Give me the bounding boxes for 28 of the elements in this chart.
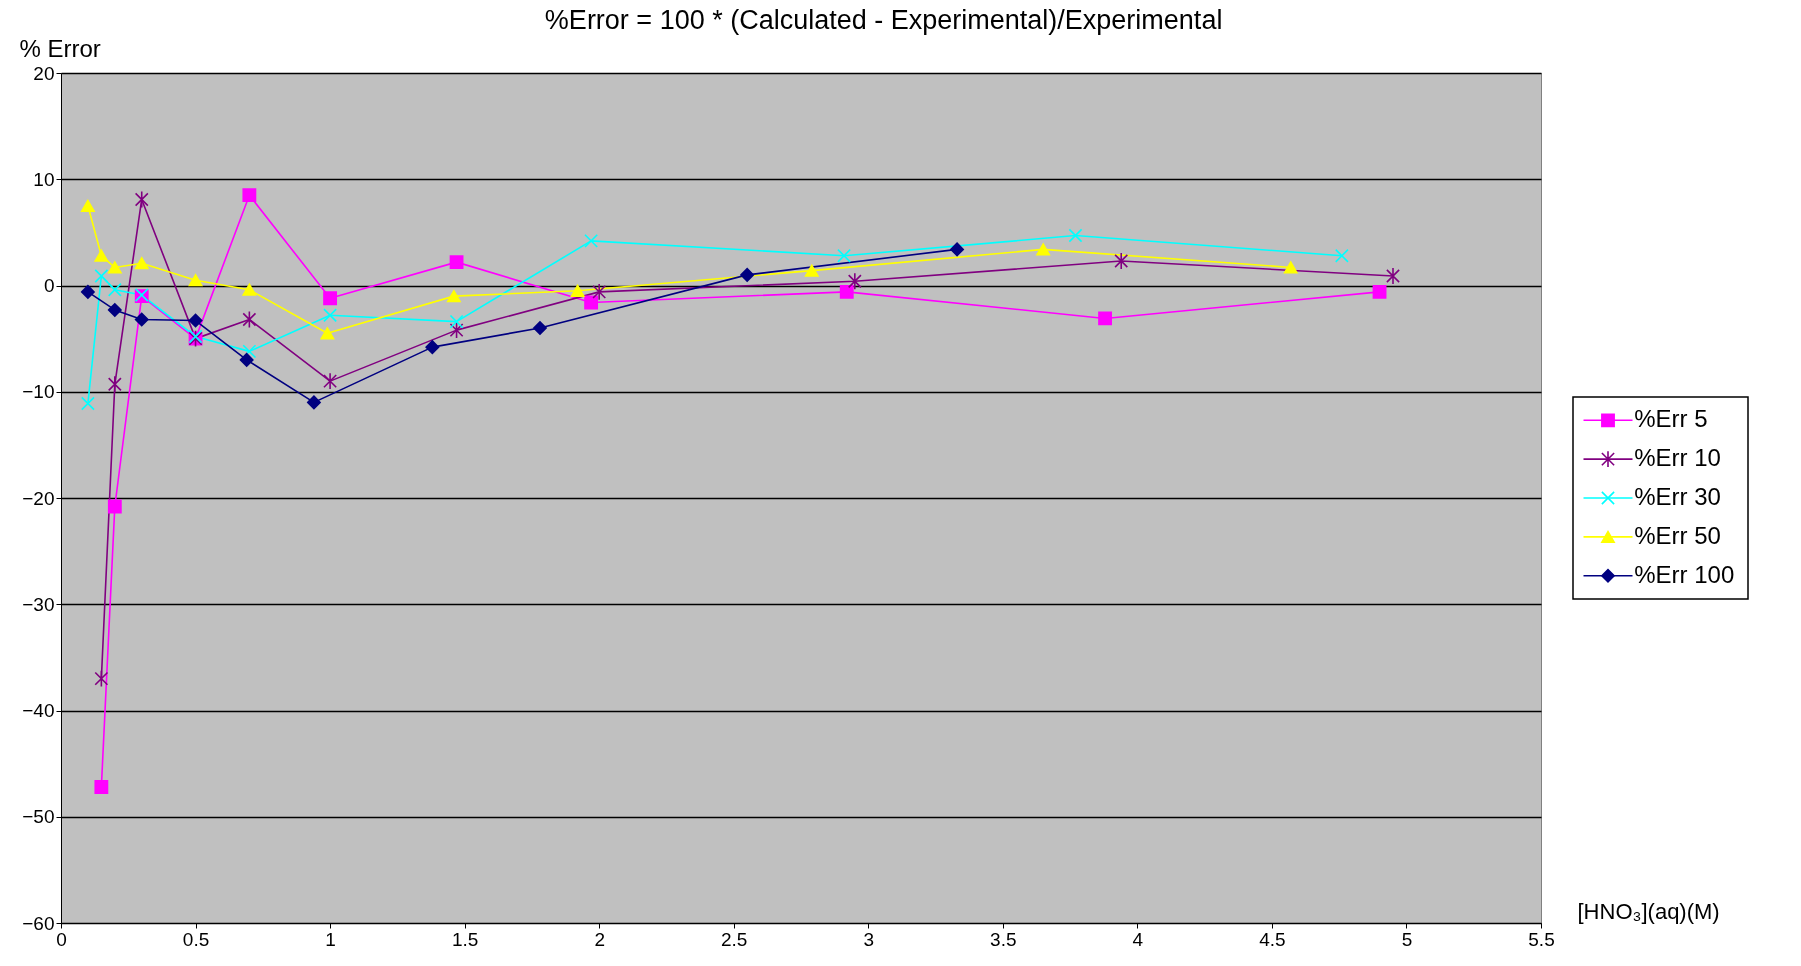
x-tick-label: 1	[325, 928, 336, 950]
y-tick-label: 0	[43, 275, 55, 296]
x-tick-label: 4.5	[1259, 928, 1286, 950]
x-tick-label: 5	[1401, 928, 1413, 950]
y-axis-title: % Error	[19, 34, 101, 62]
legend-label: %Err 5	[1634, 405, 1708, 433]
x-tick-label: 4	[1132, 928, 1144, 950]
x-axis-title: [HNO₃](aq)(M)	[1577, 898, 1720, 924]
x-tick-label: 0.5	[182, 928, 210, 950]
y-tick-label: −60	[22, 912, 55, 934]
x-tick-label: 2	[594, 928, 605, 950]
y-tick-label: 20	[33, 62, 55, 84]
y-tick-label: −20	[22, 487, 55, 509]
legend-label: %Err 30	[1634, 483, 1721, 510]
chart-title: %Error = 100 * (Calculated - Experimental)/Experimental	[544, 4, 1223, 35]
x-tick-label: 5.5	[1528, 928, 1555, 950]
y-tick-label: −30	[22, 593, 55, 615]
y-tick-label: −50	[22, 806, 55, 828]
legend-label: %Err 10	[1634, 444, 1721, 472]
x-tick-label: 3.5	[990, 928, 1017, 950]
y-tick-label: −10	[22, 381, 55, 403]
x-tick-label: 1.5	[451, 928, 479, 950]
legend-label: %Err 100	[1634, 560, 1735, 588]
x-tick-label: 3	[863, 928, 875, 950]
y-tick-label: −40	[22, 700, 55, 721]
legend-label: %Err 50	[1634, 521, 1721, 549]
x-tick-label: 2.5	[721, 928, 748, 950]
y-tick-label: 10	[33, 168, 55, 190]
